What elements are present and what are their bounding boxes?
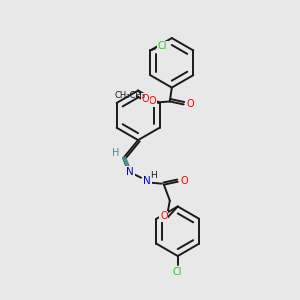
Text: N: N	[143, 176, 151, 186]
Text: H: H	[151, 171, 157, 180]
Text: O: O	[142, 94, 149, 104]
Text: O: O	[160, 212, 168, 221]
Text: Cl: Cl	[158, 41, 167, 52]
Text: O: O	[181, 176, 188, 186]
Text: O: O	[148, 97, 156, 106]
Text: N: N	[126, 167, 134, 177]
Text: CH₂CH₃: CH₂CH₃	[114, 91, 145, 100]
Text: Cl: Cl	[173, 267, 182, 277]
Text: O: O	[187, 99, 194, 110]
Text: H: H	[112, 148, 119, 158]
